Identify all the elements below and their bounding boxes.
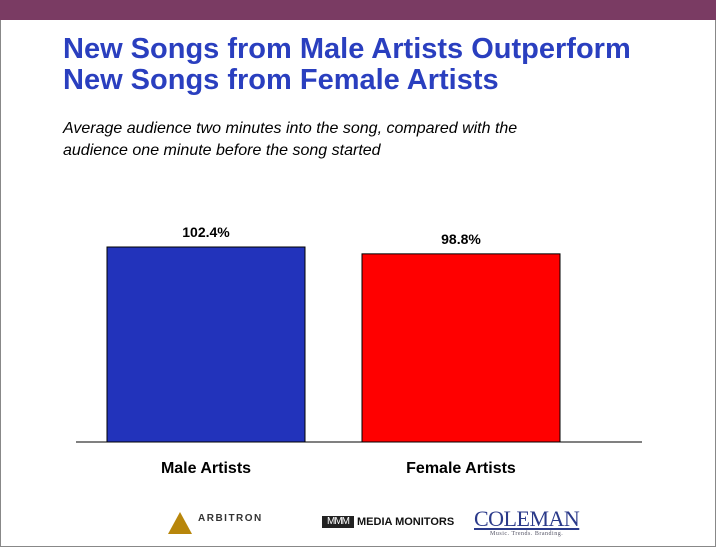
header-band [0,0,716,20]
slide-subtitle: Average audience two minutes into the so… [63,118,683,162]
category-label-male-artists: Male Artists [161,460,251,477]
coleman-logo: COLEMAN Music. Trends. Branding. [474,506,580,538]
bar-female-artists [361,253,561,443]
category-label-female-artists: Female Artists [406,460,516,477]
arbitron-logo: ARBITRON [168,512,263,534]
data-label-female-artists: 98.8% [441,231,481,247]
coleman-logo-tagline: Music. Trends. Branding. [490,531,564,537]
sponsor-logos: ARBITRON ΜΜΜ MEDIA MONITORS COLEMAN Musi… [0,508,716,544]
media-monitors-logo-text: MEDIA MONITORS [357,516,455,528]
slide-title: New Songs from Male Artists Outperform N… [63,34,703,96]
title-line-1: New Songs from Male Artists Outperform [63,33,631,65]
title-line-2: New Songs from Female Artists [63,64,499,96]
subtitle-line-2: audience one minute before the song star… [63,142,381,159]
coleman-logo-text: COLEMAN [474,506,580,531]
bar-male-artists [106,246,306,443]
media-monitors-logo: ΜΜΜ MEDIA MONITORS [322,516,454,528]
subtitle-line-1: Average audience two minutes into the so… [63,120,518,137]
data-label-male-artists: 102.4% [182,224,230,240]
arbitron-logo-text: ARBITRON [198,512,263,524]
media-monitors-wave-icon: ΜΜΜ [322,516,354,528]
arbitron-triangle-icon [168,512,192,534]
